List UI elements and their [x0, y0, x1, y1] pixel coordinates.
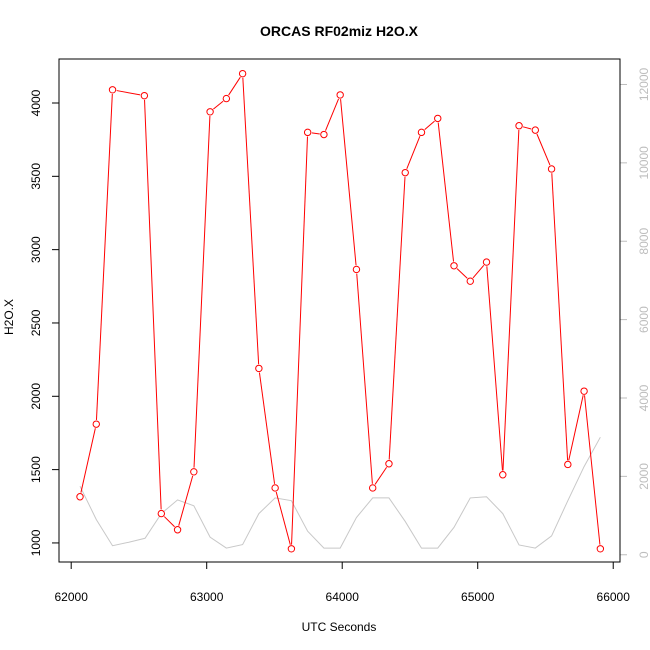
data-point [140, 91, 149, 100]
y-tick-label: 1500 [29, 456, 43, 483]
data-point [271, 484, 279, 492]
data-point [157, 509, 166, 518]
series-segment [374, 466, 388, 485]
chart-title: ORCAS RF02miz H2O.X [260, 23, 419, 39]
y2-tick-label: 12000 [637, 67, 650, 101]
series-segment [80, 428, 96, 493]
data-point [320, 130, 328, 139]
series-h2o-x [76, 69, 605, 553]
data-point [92, 420, 100, 428]
series-segment [228, 76, 241, 96]
series-line [79, 436, 601, 549]
data-point [385, 460, 393, 468]
data-point [417, 128, 426, 137]
series-segment [258, 372, 276, 484]
y-axis-label: H2O.X [2, 299, 16, 335]
series-segment [356, 273, 373, 484]
data-point [222, 94, 231, 103]
data-point [596, 545, 605, 553]
series-segment [116, 90, 141, 96]
data-point [336, 91, 344, 99]
x-tick-label: 66000 [597, 590, 631, 604]
series-segment [340, 99, 357, 266]
series-segment [193, 115, 211, 468]
series-segment [551, 173, 569, 461]
series-segment [388, 176, 406, 460]
series-segment [406, 136, 421, 169]
data-point [531, 126, 540, 134]
series-segment [456, 268, 468, 279]
y2-tick-label: 2000 [637, 463, 650, 490]
plot-series [76, 69, 605, 553]
series-segment [584, 395, 601, 545]
data-point [466, 277, 474, 285]
series-segment [144, 99, 162, 510]
series-segment [275, 491, 291, 545]
series-segment [311, 132, 320, 135]
data-point [76, 493, 84, 501]
data-point [547, 165, 556, 173]
series-segment [568, 395, 584, 461]
x-axis-label: UTC Seconds [302, 620, 377, 634]
series-segment [424, 120, 435, 130]
data-point [255, 364, 263, 373]
data-point [499, 471, 507, 479]
data-point [434, 114, 442, 123]
series-segment [242, 77, 260, 365]
series-segment [95, 93, 113, 420]
x-tick-label: 62000 [55, 590, 89, 604]
x-tick-label: 64000 [326, 590, 360, 604]
data-point [108, 86, 117, 94]
series-segment [291, 136, 308, 545]
series-segment [502, 129, 520, 471]
y-tick-label: 1000 [29, 529, 43, 556]
y2-tick-label: 0 [637, 551, 650, 558]
x-tick-label: 63000 [190, 590, 224, 604]
series-segment [522, 126, 532, 130]
data-point [287, 545, 296, 553]
series-segment [437, 122, 455, 262]
y2-tick-label: 4000 [637, 384, 650, 411]
data-point [515, 122, 523, 130]
y-tick-label: 2000 [29, 383, 43, 410]
data-point [580, 387, 588, 395]
y-tick-label: 3500 [29, 163, 43, 190]
series-segment [213, 100, 224, 110]
y2-tick-label: 8000 [637, 228, 650, 255]
y2-tick-label: 10000 [637, 146, 650, 180]
x-axis: 62000 63000 64000 65000 66000 [55, 561, 631, 604]
y-tick-label: 4000 [29, 89, 43, 116]
series-segment [536, 133, 551, 166]
series-segment [178, 475, 194, 526]
data-point [401, 168, 409, 177]
series-segment [472, 264, 485, 279]
series-segment [163, 516, 175, 528]
data-point [450, 262, 458, 270]
data-point [238, 69, 247, 78]
data-point [190, 468, 198, 476]
data-point [303, 128, 312, 137]
y-tick-label: 3000 [29, 236, 43, 263]
data-point [368, 484, 377, 492]
y2-tick-label: 6000 [637, 306, 650, 333]
y-tick-label: 2500 [29, 309, 43, 336]
series-segment [486, 266, 503, 471]
data-point [352, 265, 361, 274]
data-point [206, 108, 214, 116]
series-segment [325, 98, 340, 131]
data-point [564, 460, 572, 469]
data-point [173, 526, 182, 534]
plot-frame [58, 58, 621, 563]
x-tick-label: 65000 [461, 590, 495, 604]
data-point [482, 258, 491, 266]
series-right-axis [79, 436, 601, 549]
